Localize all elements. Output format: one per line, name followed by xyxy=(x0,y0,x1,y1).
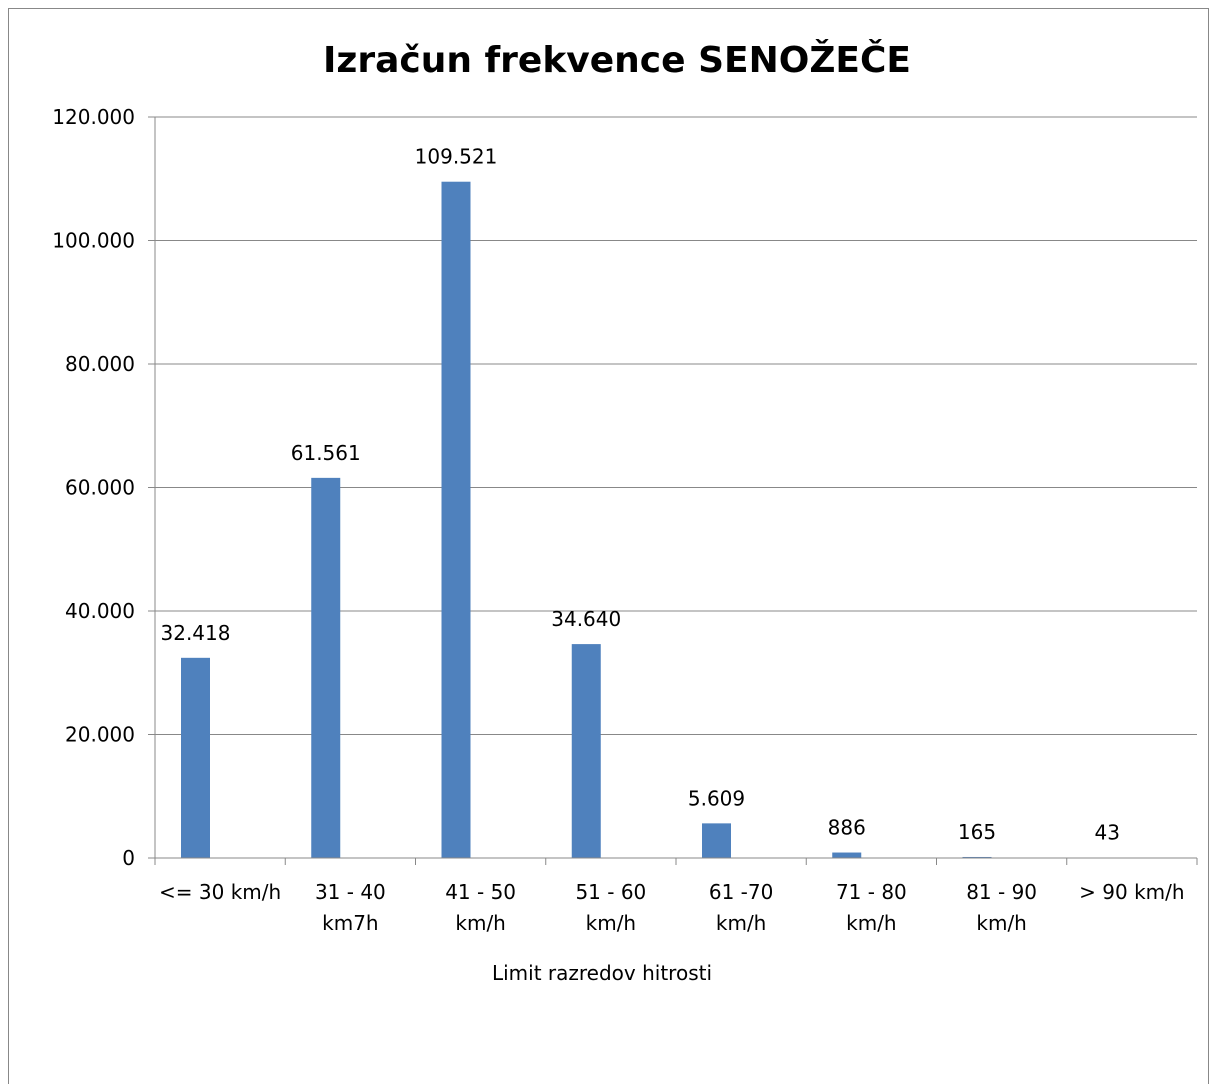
bar xyxy=(181,657,210,858)
value-label: 886 xyxy=(828,816,866,840)
value-label: 5.609 xyxy=(688,786,745,810)
value-label: 165 xyxy=(958,820,996,844)
y-tick-label: 100.000 xyxy=(52,229,135,253)
x-tick-label: > 90 km/h xyxy=(1079,880,1184,904)
y-tick-label: 20.000 xyxy=(65,723,135,747)
bar xyxy=(702,823,731,858)
x-tick-label: 31 - 40 km7h xyxy=(315,880,386,935)
x-tick-label: 71 - 80 km/h xyxy=(836,880,907,935)
x-tick-label: 81 - 90 km/h xyxy=(966,880,1037,935)
x-tick-label: 61 -70 km/h xyxy=(709,880,773,935)
y-tick-label: 40.000 xyxy=(65,599,135,623)
bar xyxy=(832,852,862,858)
y-tick-label: 120.000 xyxy=(52,105,135,129)
value-label: 43 xyxy=(1095,821,1120,845)
chart-frame xyxy=(8,8,1209,1084)
x-tick-label: <= 30 km/h xyxy=(159,880,281,904)
x-tick-label: 51 - 60 km/h xyxy=(575,880,646,935)
chart-title: Izračun frekvence SENOŽEČE xyxy=(323,39,911,81)
y-tick-label: 80.000 xyxy=(65,352,135,376)
y-tick-label: 0 xyxy=(122,846,135,870)
value-label: 61.561 xyxy=(291,441,361,465)
value-label: 109.521 xyxy=(415,145,498,169)
bar xyxy=(571,644,601,858)
bar xyxy=(311,477,341,858)
x-axis-title: Limit razredov hitrosti xyxy=(492,961,712,985)
y-tick-label: 60.000 xyxy=(65,476,135,500)
value-label: 32.418 xyxy=(161,621,231,645)
bar xyxy=(962,856,992,858)
x-tick-label: 41 - 50 km/h xyxy=(445,880,516,935)
value-label: 34.640 xyxy=(551,607,621,631)
bar xyxy=(441,181,471,858)
